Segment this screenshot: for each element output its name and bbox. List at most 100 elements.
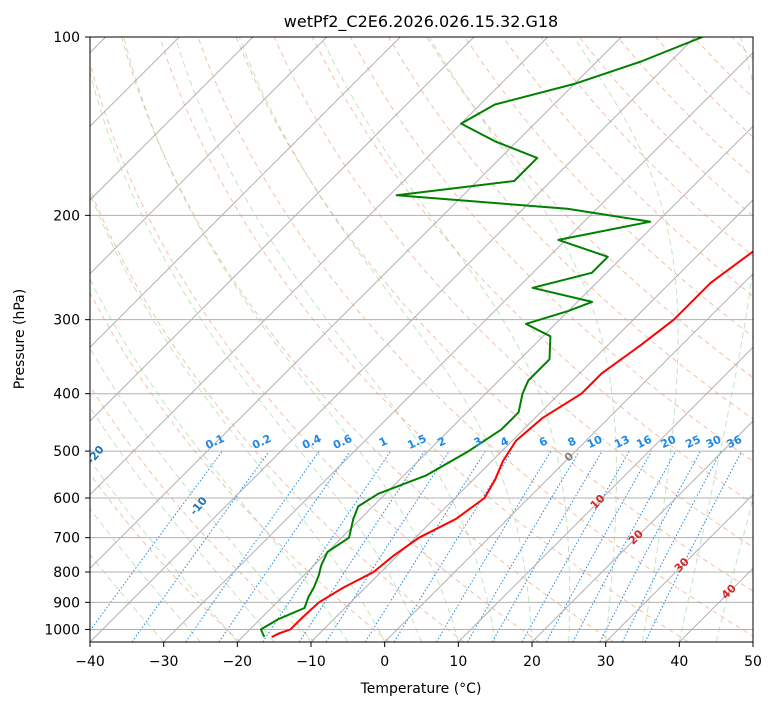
- moist-adiabat-line: [90, 459, 238, 642]
- dry-adiabat-line: [350, 37, 753, 462]
- dry-adiabat-line: [90, 473, 241, 642]
- isobars: [90, 37, 753, 630]
- dry-adiabat-line: [770, 37, 775, 642]
- moist-adiabat-label: 20: [626, 527, 646, 547]
- mixing-ratio-label: 4: [498, 434, 511, 449]
- plot-frame: [89, 36, 754, 643]
- dry-adiabat-line: [655, 37, 753, 138]
- dry-adiabat-line: [90, 188, 465, 642]
- mixing-ratio-label: 6: [537, 434, 550, 449]
- mixing-ratio-label: 16: [634, 433, 654, 451]
- x-tick-label: −40: [75, 654, 105, 670]
- dry-adiabat-line: [693, 37, 753, 99]
- moist-adiabat-line: [90, 278, 349, 642]
- mixing-ratio-label: 1: [377, 434, 389, 449]
- isotherm-line: [236, 125, 753, 642]
- isotherm-line: [310, 199, 753, 642]
- moist-adiabat-line: [573, 37, 679, 642]
- x-tick-label: −10: [296, 654, 326, 670]
- y-tick-label: 900: [53, 595, 80, 611]
- mixing-ratio-line: [218, 450, 351, 642]
- dry-adiabat-line: [388, 37, 753, 420]
- y-tick-label: 800: [53, 565, 80, 581]
- mixing-ratio-line: [467, 450, 580, 642]
- dry-adiabat-line: [273, 37, 753, 548]
- x-tick-label: −20: [223, 654, 253, 670]
- mixing-ratio-line: [364, 450, 486, 642]
- dry-adiabat-label: -20: [84, 443, 107, 467]
- mixing-ratio-label: 25: [683, 433, 702, 451]
- isotherm-line: [90, 37, 696, 642]
- mixing-ratio-label: 36: [725, 433, 745, 451]
- axes: −40 −30 −20 −10 0 10 20 30 40 5010020030040050060…: [44, 30, 762, 670]
- moist-adiabat-line: [752, 640, 753, 642]
- moist-adiabat-line: [90, 553, 165, 642]
- dry-adiabat-line: [235, 37, 753, 592]
- isotherm-line: [457, 346, 753, 642]
- y-tick-label: 100: [53, 30, 80, 46]
- isotherm-line: [90, 37, 401, 349]
- isotherm-line: [531, 420, 753, 642]
- moist-adiabat-line: [429, 37, 617, 642]
- mixing-ratio-line: [572, 450, 677, 642]
- mixing-ratio-line: [393, 450, 513, 642]
- sounding-profiles: [259, 37, 753, 638]
- mixing-ratio-label: 1.5: [405, 432, 428, 452]
- mixing-ratio-line: [599, 450, 701, 642]
- isotherm-line: [605, 493, 753, 642]
- mixing-ratio-lines: [90, 450, 743, 642]
- x-tick-label: 0: [380, 654, 389, 670]
- y-tick-label: 700: [53, 531, 80, 547]
- isotherm-line: [90, 37, 328, 275]
- isotherm-line: [384, 272, 753, 642]
- mixing-ratio-line: [644, 450, 743, 642]
- dry-adiabat-line: [90, 61, 540, 642]
- mixing-ratio-line: [521, 450, 630, 642]
- line-labels: -100-90-80-70-60-50-40-30-20-100.10.20.4…: [84, 432, 745, 602]
- moist-adiabat-line: [320, 37, 571, 642]
- plot-area: [90, 37, 775, 642]
- x-tick-label: 30: [597, 654, 615, 670]
- moist-adiabat-line: [90, 70, 422, 642]
- dewpoint-profile: [259, 37, 703, 638]
- isotherm-line: [678, 567, 753, 642]
- y-axis-label: Pressure (hPa): [12, 289, 28, 389]
- x-tick-label: 40: [670, 654, 688, 670]
- dry-adiabat-line: [90, 291, 390, 642]
- dry-adiabat-line: [502, 37, 753, 297]
- mixing-ratio-line: [262, 450, 392, 642]
- x-tick-label: −30: [149, 654, 179, 670]
- mixing-ratio-label: 0.6: [331, 432, 354, 452]
- moist-adiabat-line: [123, 37, 459, 642]
- y-tick-label: 600: [53, 491, 80, 507]
- mixing-ratio-label: 20: [659, 433, 679, 451]
- isotherm-line: [90, 37, 622, 570]
- mixing-ratio-label: 10: [585, 433, 605, 451]
- dry-adiabat-line: [311, 37, 753, 505]
- moist-adiabat-line: [174, 37, 496, 642]
- y-tick-label: 200: [53, 208, 80, 224]
- x-tick-label: 50: [744, 654, 762, 670]
- moist-adiabat-line: [715, 498, 753, 642]
- isotherm-line: [90, 37, 475, 422]
- mixing-ratio-label: 13: [612, 433, 631, 451]
- mixing-ratio-line: [545, 450, 653, 642]
- moist-adiabat-line: [90, 406, 275, 642]
- mixing-ratio-line: [90, 450, 223, 632]
- mixing-ratio-line: [131, 450, 270, 642]
- mixing-ratio-label: 30: [704, 433, 724, 451]
- x-tick-label: 20: [523, 654, 541, 670]
- dry-adiabat-line: [159, 37, 689, 642]
- moist-adiabat-line: [90, 507, 201, 642]
- mixing-ratio-line: [621, 450, 722, 642]
- dry-adiabat-line: [121, 37, 614, 642]
- dry-adiabat-line: [464, 37, 753, 338]
- y-tick-label: 400: [53, 387, 80, 403]
- temperature-profile: [271, 250, 753, 638]
- chart-title: wetPf2_C2E6.2026.026.15.32.G18: [284, 12, 558, 32]
- x-axis-label: Temperature (°C): [360, 681, 482, 697]
- x-tick-label: 10: [449, 654, 467, 670]
- mixing-ratio-label: 2: [436, 434, 448, 449]
- isotherm-line: [752, 641, 753, 642]
